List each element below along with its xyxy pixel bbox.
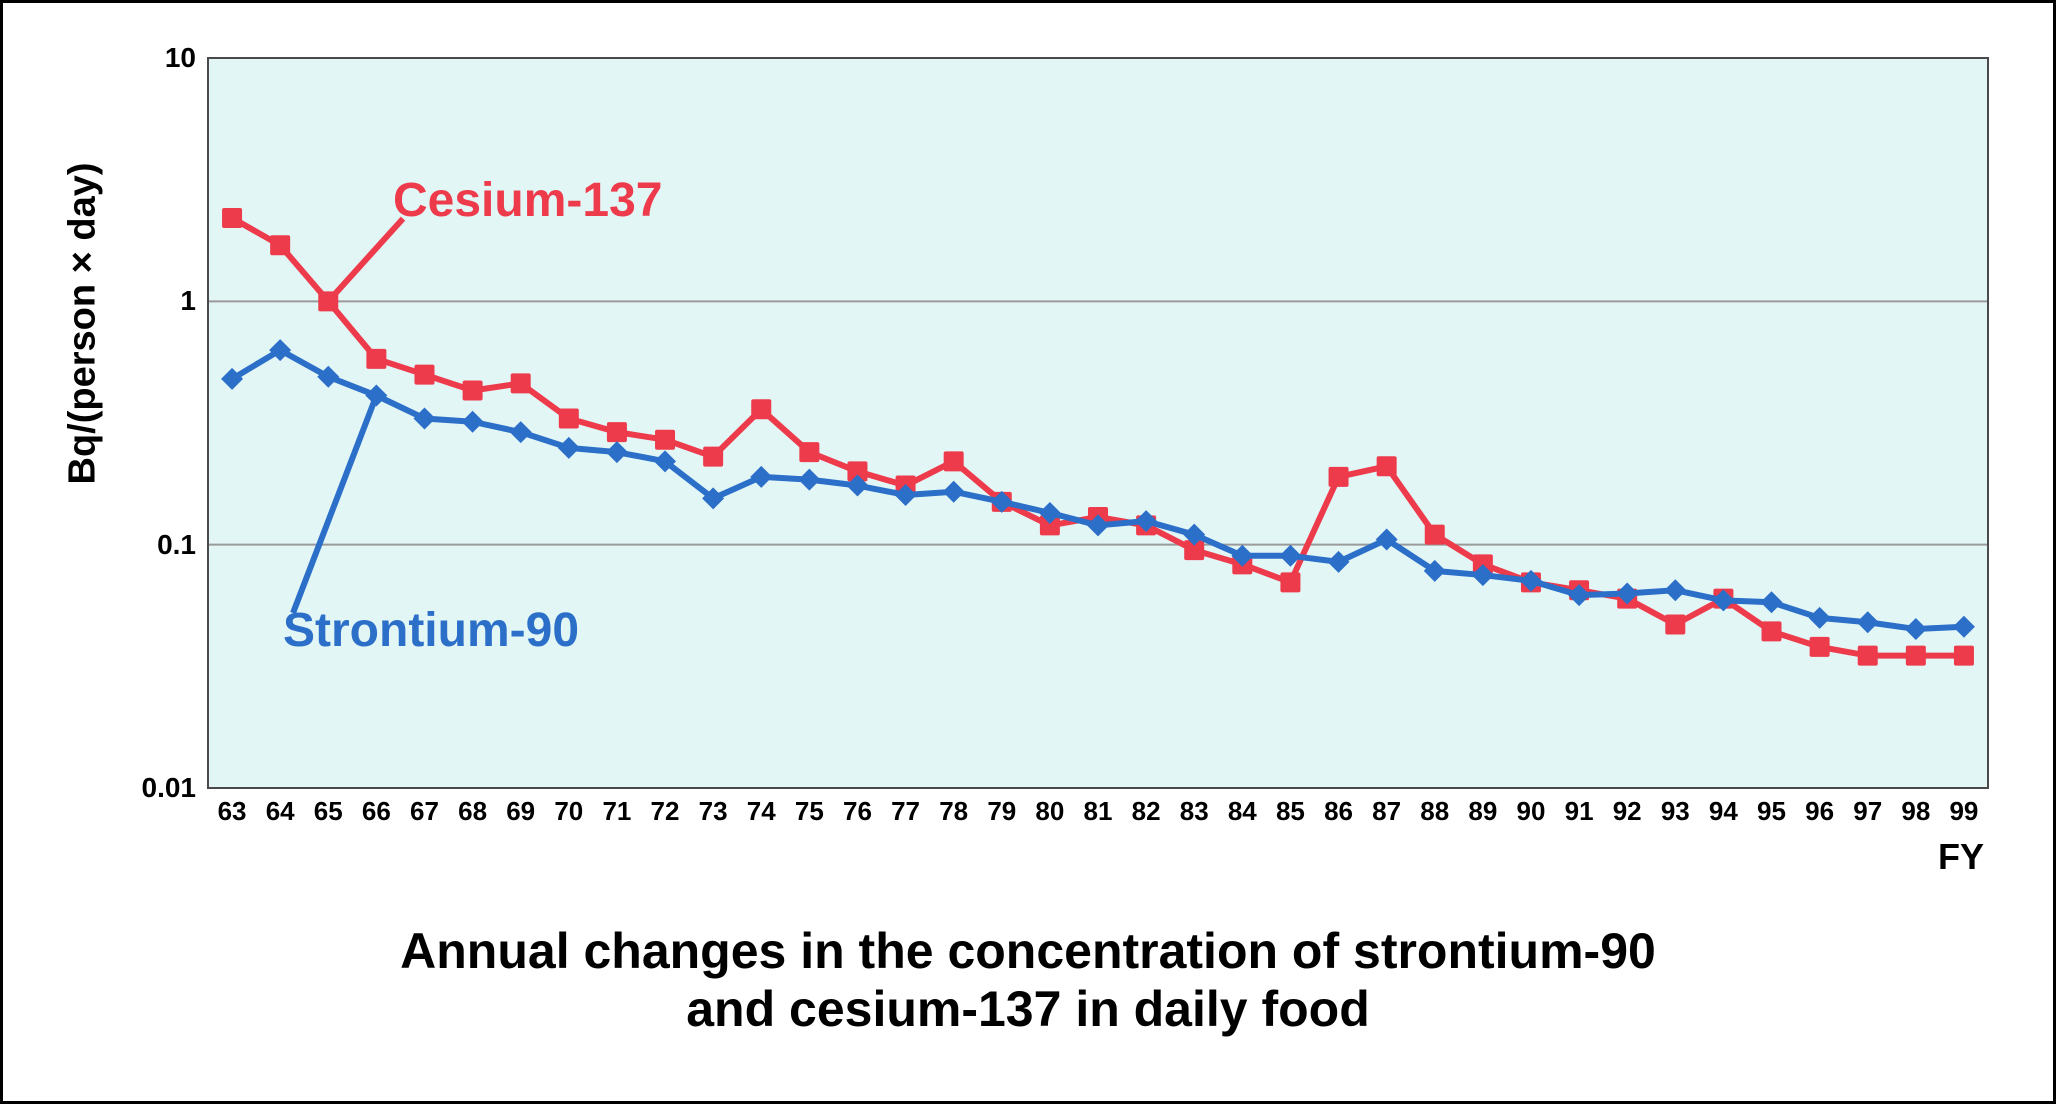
chart-container: Bq/(person × day) Cesium-137 Strontium-9… (53, 43, 2009, 863)
x-tick-label: 85 (1266, 796, 1314, 827)
x-tick-label: 79 (978, 796, 1026, 827)
x-tick-label: 84 (1218, 796, 1266, 827)
x-tick-label: 78 (930, 796, 978, 827)
chart-title: Annual changes in the concentration of s… (3, 923, 2053, 1038)
x-tick-label: 92 (1603, 796, 1651, 827)
chart-title-line1: Annual changes in the concentration of s… (3, 923, 2053, 981)
x-tick-label: 87 (1363, 796, 1411, 827)
x-tick-label: 95 (1748, 796, 1796, 827)
x-tick-label: 71 (593, 796, 641, 827)
y-tick-label: 1 (53, 285, 196, 317)
x-tick-label: 81 (1074, 796, 1122, 827)
series-label-strontium: Strontium-90 (283, 603, 579, 658)
x-tick-label: 86 (1315, 796, 1363, 827)
x-tick-label: 82 (1122, 796, 1170, 827)
x-tick-label: 93 (1651, 796, 1699, 827)
x-axis-label: FY (1938, 836, 1984, 878)
x-tick-label: 99 (1940, 796, 1988, 827)
x-tick-label: 75 (785, 796, 833, 827)
y-tick-label: 10 (53, 42, 196, 74)
x-tick-label: 97 (1844, 796, 1892, 827)
chart-svg (53, 43, 2009, 863)
x-tick-label: 89 (1459, 796, 1507, 827)
y-tick-label: 0.1 (53, 529, 196, 561)
x-tick-label: 68 (449, 796, 497, 827)
x-tick-label: 80 (1026, 796, 1074, 827)
x-tick-label: 88 (1411, 796, 1459, 827)
x-tick-label: 83 (1170, 796, 1218, 827)
x-tick-label: 69 (497, 796, 545, 827)
x-tick-label: 96 (1796, 796, 1844, 827)
series-label-cesium: Cesium-137 (393, 173, 662, 228)
x-tick-label: 98 (1892, 796, 1940, 827)
chart-frame: Bq/(person × day) Cesium-137 Strontium-9… (0, 0, 2056, 1104)
x-tick-label: 67 (400, 796, 448, 827)
x-tick-label: 77 (882, 796, 930, 827)
y-tick-label: 0.01 (53, 772, 196, 804)
x-tick-label: 76 (833, 796, 881, 827)
x-tick-label: 94 (1699, 796, 1747, 827)
chart-title-line2: and cesium-137 in daily food (3, 981, 2053, 1039)
x-tick-label: 63 (208, 796, 256, 827)
x-tick-label: 91 (1555, 796, 1603, 827)
x-tick-label: 66 (352, 796, 400, 827)
x-tick-label: 64 (256, 796, 304, 827)
x-tick-label: 73 (689, 796, 737, 827)
x-tick-label: 72 (641, 796, 689, 827)
x-tick-label: 70 (545, 796, 593, 827)
x-tick-label: 65 (304, 796, 352, 827)
x-tick-label: 74 (737, 796, 785, 827)
x-tick-label: 90 (1507, 796, 1555, 827)
